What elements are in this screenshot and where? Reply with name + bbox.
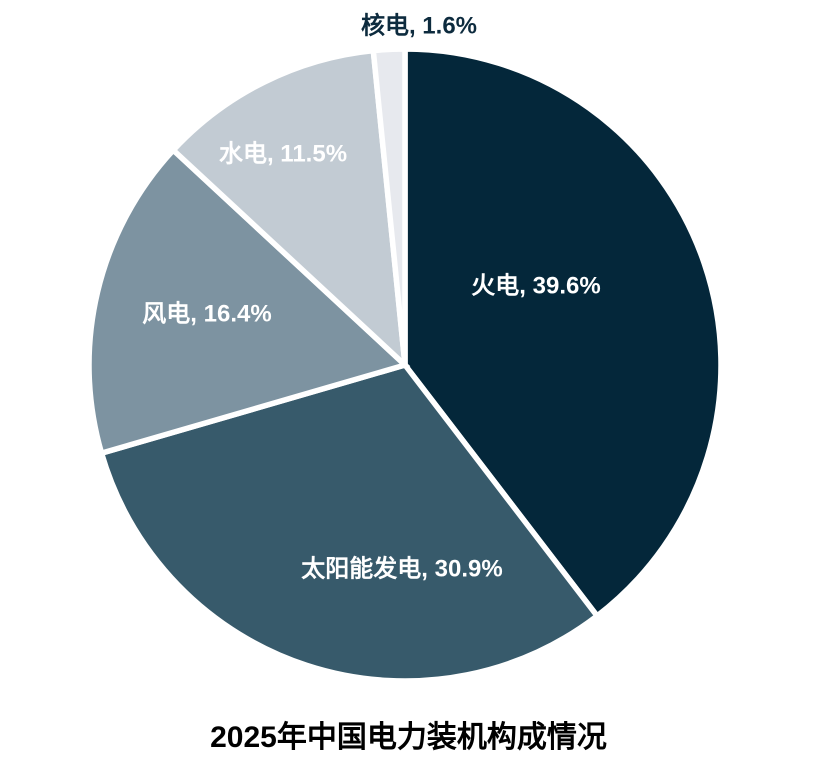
pie-slice-nuclear: [370, 46, 408, 366]
pie-slice-solar: [98, 361, 601, 684]
pie-slice-thermal: [402, 46, 724, 620]
pie-slice-wind: [86, 146, 411, 457]
chart-title: 2025年中国电力装机构成情况: [210, 721, 607, 754]
pie-slice-hydro: [169, 47, 409, 372]
